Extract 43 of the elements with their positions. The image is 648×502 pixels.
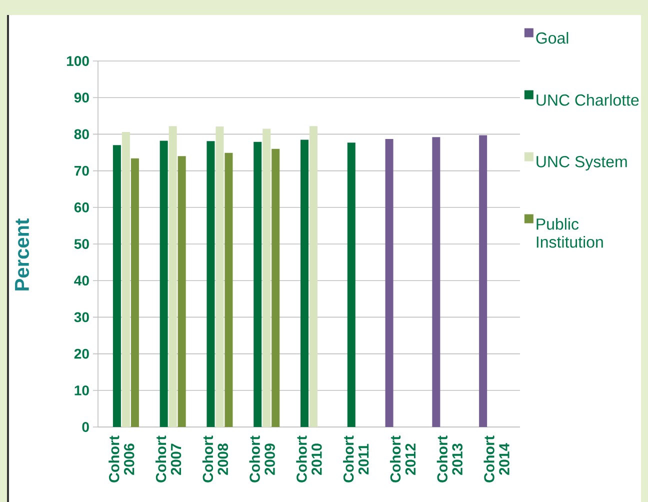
bar [272,148,280,427]
x-tick-label: Cohort 2014 [484,436,510,482]
y-tick-label: 30 [74,312,89,322]
y-tick-label: 60 [74,202,89,212]
x-tick-label: Cohort 2007 [156,436,182,482]
bar [479,135,488,427]
x-tick-label: Cohort 2011 [343,436,369,482]
y-tick-label: 40 [74,276,89,286]
legend-label: Public Institution [536,218,603,248]
x-tick-label: Cohort 2010 [296,436,322,482]
bar [112,145,121,427]
x-tick-label: Cohort 2006 [108,436,134,482]
bar [347,142,356,427]
bar [160,140,168,427]
bar [224,152,233,427]
bar [206,141,215,427]
y-tick-label: 70 [74,166,89,176]
bar [310,126,318,427]
bar [262,128,271,427]
bar [385,138,394,427]
x-tick-label: Cohort 2008 [202,436,228,482]
y-axis-title: Percent [15,218,30,290]
y-tick-label: 10 [74,385,89,396]
legend-label: Goal [536,32,568,44]
x-tick-label: Cohort 2012 [390,436,416,482]
bar [122,132,130,427]
y-tick-label: 20 [74,348,89,359]
bar [168,126,177,427]
y-tick-label: 0 [82,422,89,432]
bar [254,142,262,427]
legend-label: UNC Charlotte [536,94,639,106]
legend-label: UNC System [536,156,627,171]
y-tick-label: 80 [74,129,89,140]
y-tick-label: 100 [66,56,89,66]
bar [178,156,186,427]
bar [432,137,440,427]
bar [216,126,224,427]
x-tick-label: Cohort 2009 [249,436,275,482]
x-tick-label: Cohort 2013 [436,436,462,482]
bar [300,140,308,427]
y-tick-label: 50 [74,239,89,249]
y-tick-label: 90 [74,92,89,103]
bar [130,158,139,427]
